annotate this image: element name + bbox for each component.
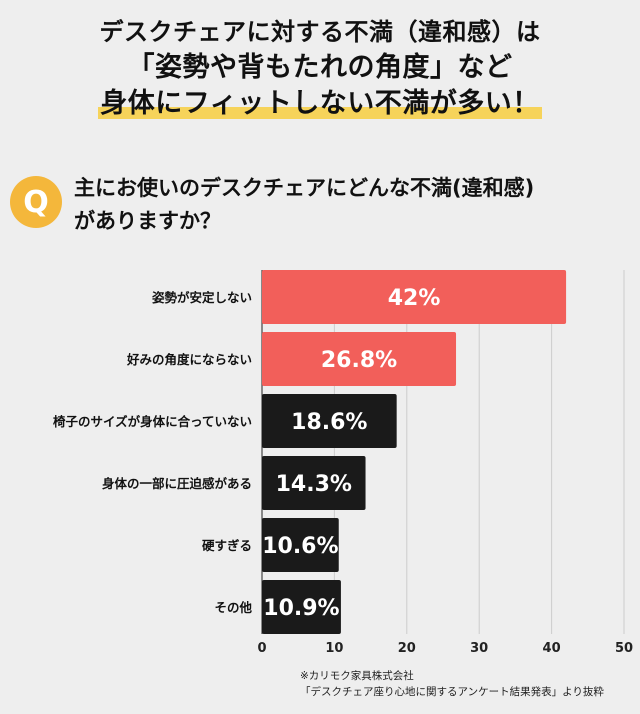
question-text: 主にお使いのデスクチェアにどんな不満(違和感) がありますか？ bbox=[74, 172, 634, 238]
bar-0 bbox=[262, 270, 567, 324]
bar-4 bbox=[262, 518, 339, 572]
question-badge: Q bbox=[10, 176, 62, 228]
headline-line-2: 「姿勢や背もたれの角度」など bbox=[127, 52, 513, 83]
headline-line-1: デスクチェアに対する不満（違和感）は bbox=[99, 18, 541, 46]
x-tick-label-40: 40 bbox=[543, 641, 561, 656]
category-label-0: 姿勢が安定しない bbox=[152, 290, 252, 305]
value-label-4: 10.6% bbox=[262, 534, 338, 559]
bar-2 bbox=[262, 394, 397, 448]
category-label-5: その他 bbox=[214, 600, 252, 615]
bar-1 bbox=[262, 332, 457, 386]
value-label-0: 42% bbox=[388, 286, 441, 311]
x-tick-label-10: 10 bbox=[325, 641, 343, 656]
bar-3 bbox=[262, 456, 366, 510]
headline-highlight: 身体にフィットしない不満が多い！ bbox=[98, 88, 542, 119]
source-footnote: ※カリモク家具株式会社 「デスクチェア座り心地に関するアンケート結果発表」より抜… bbox=[300, 668, 604, 700]
bar-5 bbox=[262, 580, 341, 634]
category-label-1: 好みの角度にならない bbox=[126, 352, 252, 367]
value-label-3: 14.3% bbox=[276, 472, 352, 497]
footnote-line-1: ※カリモク家具株式会社 bbox=[300, 670, 414, 682]
headline: デスクチェアに対する不満（違和感）は 「姿勢や背もたれの角度」など 身体にフィッ… bbox=[0, 14, 640, 122]
category-label-2: 椅子のサイズが身体に合っていない bbox=[53, 414, 252, 429]
x-tick-label-0: 0 bbox=[257, 641, 266, 656]
value-label-5: 10.9% bbox=[263, 596, 339, 621]
category-label-3: 身体の一部に圧迫感がある bbox=[102, 476, 252, 491]
category-label-4: 硬すぎる bbox=[202, 538, 252, 553]
x-tick-label-30: 30 bbox=[470, 641, 488, 656]
value-label-2: 18.6% bbox=[291, 410, 367, 435]
x-tick-label-20: 20 bbox=[398, 641, 416, 656]
bar-chart: 0 10 20 30 40 50 姿勢が安定しない 42% 好みの角度にならない 26.8% 椅子の… bbox=[53, 270, 633, 656]
question-line-2: がありますか？ bbox=[74, 209, 221, 233]
x-tick-label-50: 50 bbox=[615, 641, 633, 656]
footnote-line-2: 「デスクチェア座り心地に関するアンケート結果発表」より抜粋 bbox=[300, 686, 604, 698]
question-line-1: 主にお使いのデスクチェアにどんな不満(違和感) bbox=[74, 176, 535, 200]
value-label-1: 26.8% bbox=[321, 348, 397, 373]
headline-line-3: 身体にフィットしない不満が多い！ bbox=[0, 86, 640, 122]
question-block: Q 主にお使いのデスクチェアにどんな不満(違和感) がありますか？ bbox=[10, 172, 630, 242]
